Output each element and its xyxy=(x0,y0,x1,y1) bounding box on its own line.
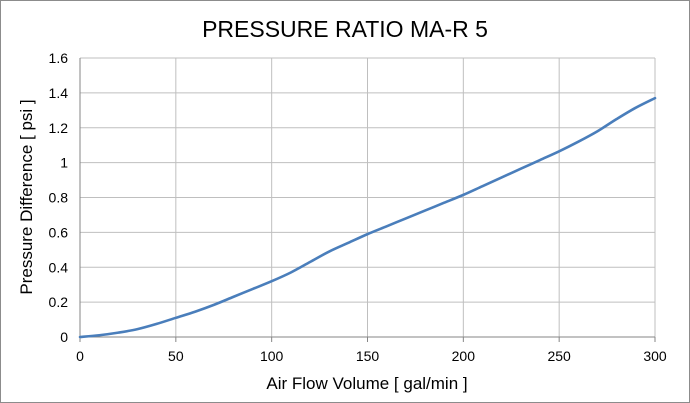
x-axis-title: Air Flow Volume [ gal/min ] xyxy=(266,374,467,393)
y-tick-label: 0.8 xyxy=(49,190,69,206)
x-tick-label: 200 xyxy=(452,348,476,364)
series-line xyxy=(78,96,657,339)
y-tick-label: 0.6 xyxy=(49,224,69,240)
chart-title: PRESSURE RATIO MA-R 5 xyxy=(202,16,488,42)
y-tick-label: 0.2 xyxy=(49,294,69,310)
y-tick-label: 0 xyxy=(60,329,68,345)
y-axis-title: Pressure Difference [ psi ] xyxy=(17,99,36,294)
x-tick-label: 300 xyxy=(643,348,667,364)
x-tick-label: 0 xyxy=(76,348,84,364)
x-tick-label: 250 xyxy=(547,348,571,364)
x-tick-label: 150 xyxy=(356,348,380,364)
y-tick-label: 1.2 xyxy=(49,120,69,136)
y-tick-label: 1.4 xyxy=(49,85,69,101)
series-group xyxy=(78,96,657,339)
gridlines xyxy=(80,57,656,337)
y-tick-label: 1.6 xyxy=(49,50,69,66)
x-tick-label: 50 xyxy=(168,348,184,364)
y-axis-ticks: 0 0.2 0.4 0.6 0.8 1 1.2 1.4 1.6 xyxy=(49,50,69,345)
y-tick-label: 1 xyxy=(60,155,68,171)
x-axis-ticks: 0 50 100 150 200 250 300 xyxy=(76,337,667,364)
y-tick-label: 0.4 xyxy=(49,259,69,275)
x-tick-label: 100 xyxy=(260,348,284,364)
